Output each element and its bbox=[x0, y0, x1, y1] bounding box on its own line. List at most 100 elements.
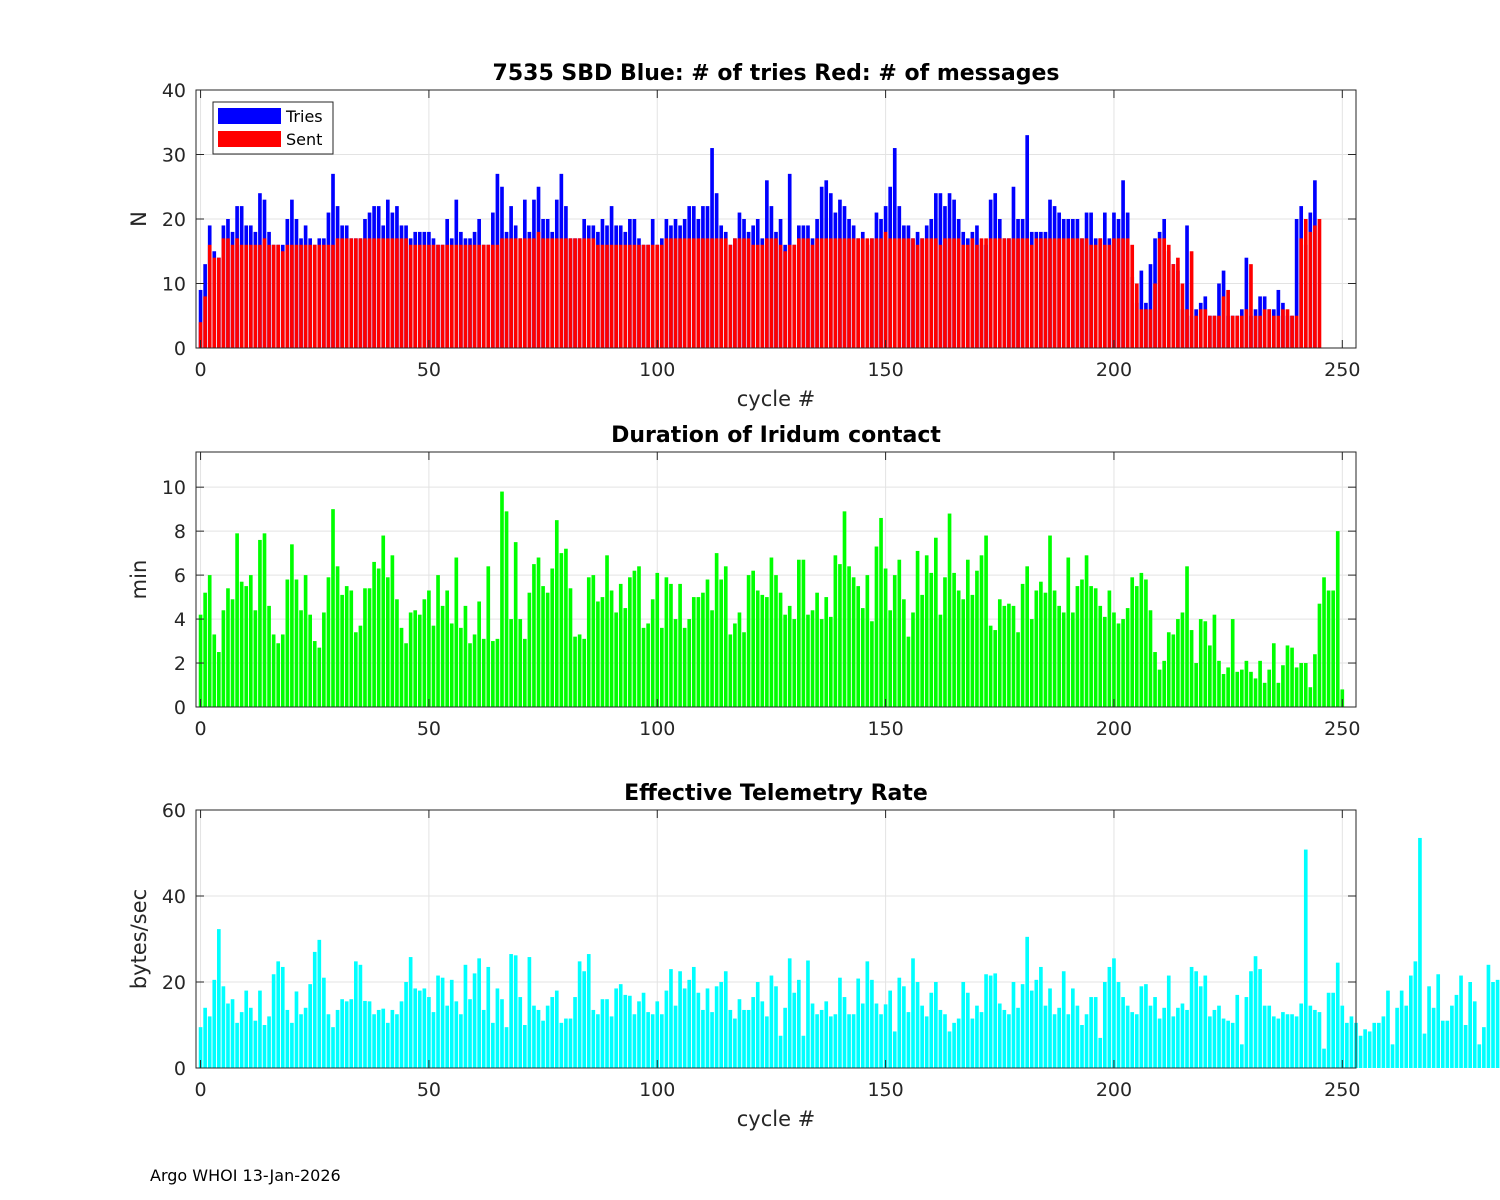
bar bbox=[1125, 238, 1130, 348]
bar bbox=[1322, 1048, 1326, 1068]
bar bbox=[322, 244, 326, 348]
bar bbox=[372, 1014, 376, 1068]
x-tick-label: 150 bbox=[867, 718, 903, 740]
bar bbox=[1029, 990, 1034, 1068]
x-tick-label: 50 bbox=[417, 718, 441, 740]
bar bbox=[1240, 315, 1244, 348]
bar bbox=[408, 612, 413, 707]
bar bbox=[431, 1012, 436, 1068]
bar bbox=[1194, 315, 1198, 348]
bar bbox=[984, 535, 988, 707]
bar bbox=[459, 1014, 463, 1068]
y-tick-label: 40 bbox=[162, 80, 186, 102]
bar bbox=[559, 553, 564, 707]
bar bbox=[1034, 238, 1039, 348]
bar bbox=[1235, 671, 1240, 707]
bar bbox=[728, 1009, 733, 1068]
bar bbox=[518, 238, 523, 348]
bar bbox=[1176, 1007, 1180, 1068]
bar bbox=[317, 939, 322, 1068]
bar bbox=[1112, 958, 1116, 1068]
axes-box bbox=[195, 451, 1357, 708]
bar bbox=[404, 238, 408, 348]
bar bbox=[230, 599, 235, 707]
bar bbox=[723, 238, 728, 348]
bar bbox=[500, 999, 504, 1068]
bar bbox=[381, 535, 386, 707]
bar bbox=[596, 244, 600, 348]
bar bbox=[947, 238, 952, 348]
bar bbox=[1102, 982, 1107, 1068]
bar bbox=[495, 988, 500, 1068]
bar bbox=[1039, 966, 1043, 1068]
bar bbox=[952, 238, 956, 348]
bar bbox=[591, 1009, 596, 1068]
bar bbox=[1463, 1025, 1468, 1068]
bar bbox=[975, 570, 979, 707]
bar bbox=[276, 961, 281, 1068]
bar bbox=[198, 322, 203, 348]
y-tick-label: 6 bbox=[174, 565, 186, 587]
bar bbox=[733, 238, 737, 348]
bar bbox=[1299, 663, 1304, 707]
y-tick-label: 10 bbox=[162, 274, 186, 296]
bar bbox=[440, 244, 445, 348]
bar bbox=[367, 238, 372, 348]
bar bbox=[500, 491, 504, 707]
bar bbox=[897, 238, 902, 348]
bar bbox=[897, 559, 902, 707]
bar bbox=[1029, 619, 1034, 707]
bar bbox=[303, 244, 308, 348]
bar bbox=[376, 568, 381, 707]
bar bbox=[1057, 238, 1061, 348]
bar bbox=[1440, 1020, 1445, 1068]
bar bbox=[536, 1009, 541, 1068]
bar bbox=[1075, 238, 1080, 348]
bar bbox=[1084, 555, 1089, 707]
bar bbox=[1112, 238, 1116, 348]
bar bbox=[1294, 219, 1299, 348]
bar bbox=[769, 975, 774, 1068]
bar bbox=[751, 570, 755, 707]
bar bbox=[1217, 315, 1221, 348]
bar bbox=[993, 630, 998, 707]
bar bbox=[847, 1014, 851, 1068]
bar bbox=[217, 257, 221, 348]
bar bbox=[714, 238, 719, 348]
bar bbox=[1066, 1014, 1071, 1068]
bar bbox=[1340, 1005, 1345, 1068]
bar bbox=[1217, 1005, 1221, 1068]
bar bbox=[258, 539, 262, 707]
bar bbox=[1212, 614, 1217, 707]
bar bbox=[253, 610, 258, 707]
bar bbox=[733, 1018, 737, 1068]
bar bbox=[956, 238, 961, 348]
bar bbox=[1212, 315, 1217, 348]
bar bbox=[737, 612, 742, 707]
bar bbox=[1249, 671, 1253, 707]
bar bbox=[1299, 1003, 1304, 1068]
bar bbox=[449, 979, 454, 1068]
bar bbox=[618, 984, 623, 1068]
bar bbox=[746, 575, 751, 707]
bar bbox=[956, 1018, 961, 1068]
bar bbox=[586, 238, 591, 348]
bar bbox=[326, 577, 331, 707]
bar bbox=[1080, 238, 1084, 348]
bar bbox=[609, 244, 614, 348]
bar bbox=[664, 990, 669, 1068]
bar bbox=[203, 592, 207, 707]
bar bbox=[226, 1003, 230, 1068]
bar bbox=[765, 238, 769, 348]
y-tick-label: 40 bbox=[162, 886, 186, 908]
bar bbox=[385, 577, 390, 707]
bar bbox=[1025, 936, 1030, 1068]
bar bbox=[1180, 1003, 1185, 1068]
bar bbox=[915, 244, 920, 348]
bar bbox=[1294, 315, 1299, 348]
bar bbox=[618, 244, 623, 348]
bar bbox=[888, 990, 892, 1068]
bar bbox=[1185, 1009, 1189, 1068]
bar bbox=[641, 992, 646, 1068]
bar bbox=[1162, 660, 1167, 707]
